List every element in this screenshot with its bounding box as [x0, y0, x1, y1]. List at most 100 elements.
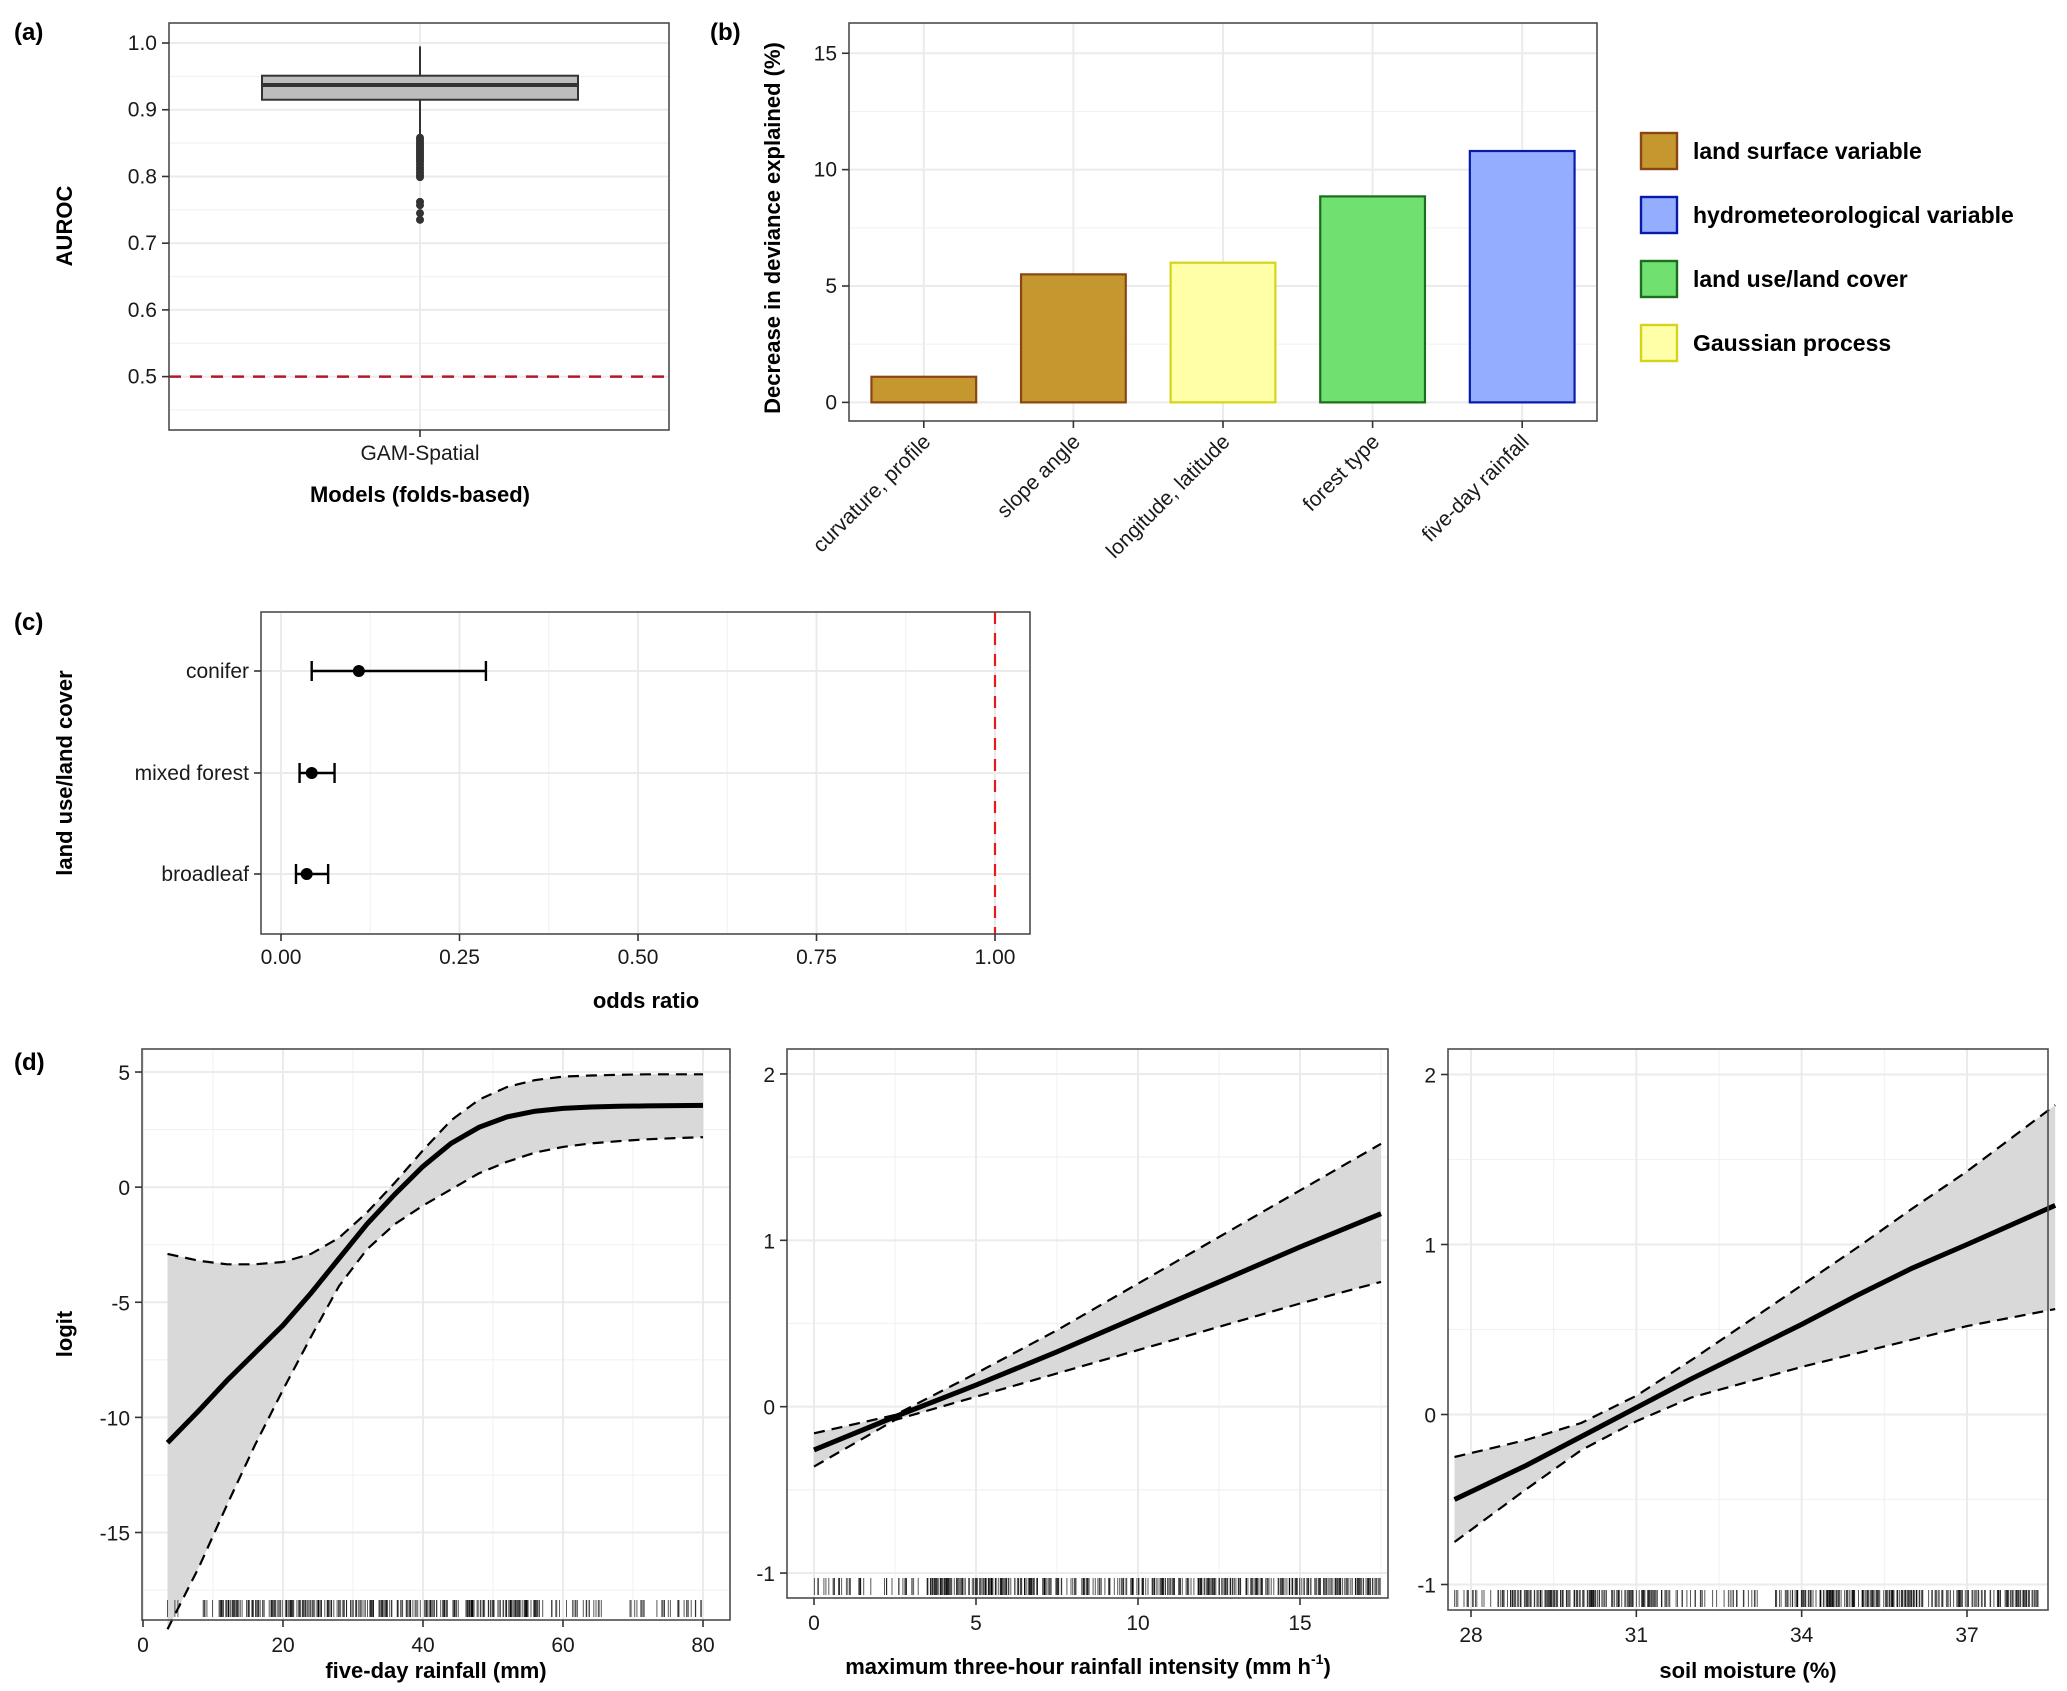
legend-label: land surface variable — [1693, 138, 1922, 164]
x-tick-label: five-day rainfall — [1418, 430, 1534, 546]
upper-ci-line — [813, 1142, 1382, 1435]
panel-b-bars — [870, 149, 1576, 404]
y-tick-label: 0 — [118, 1177, 130, 1200]
panel-d1-y-title: logit — [52, 1310, 77, 1357]
x-tick-label: 37 — [1955, 1624, 1978, 1647]
point-estimate — [305, 767, 318, 779]
y-tick-label: -10 — [100, 1407, 130, 1430]
box-iqr — [261, 74, 579, 101]
panel-tag-b: (b) — [710, 19, 741, 46]
y-tick-label: 5 — [825, 275, 837, 298]
panel-d2-frame — [786, 1048, 1389, 1599]
panel-c-x-title: odds ratio — [593, 988, 699, 1013]
legend-key — [1639, 195, 1679, 235]
x-tick-label: GAM-Spatial — [360, 442, 479, 465]
outlier-point — [416, 173, 424, 182]
y-tick-label: 0 — [1424, 1405, 1436, 1428]
y-tick-label: 1 — [1424, 1235, 1436, 1258]
panel-c-odds-ratio-plot: 0.00 0.25 0.50 0.75 1.00 conifer mixed forest b… — [52, 611, 1031, 1013]
x-tick-label: 1.00 — [975, 946, 1016, 969]
bar — [1019, 273, 1127, 404]
panel-d1-axes: 5 0 -5 -10 -15 0 20 40 60 80 — [100, 1062, 715, 1657]
bar — [1468, 149, 1576, 404]
x-tick-label: curvature, profile — [808, 430, 935, 557]
panel-d3-smooth-plot: 2 1 0 -1 28 31 34 37 soil moisture (%) — [1417, 1048, 2057, 1683]
panel-b-bar-chart: 0 5 10 15 curvature, profile slope angle longi… — [760, 22, 2014, 563]
panel-d3-axes: 2 1 0 -1 28 31 34 37 — [1417, 1065, 1978, 1648]
panel-d1-marks — [165, 1073, 704, 1630]
x-tick-label: 0.00 — [261, 946, 302, 969]
y-tick-label: 2 — [763, 1064, 775, 1087]
x-tick-label: 28 — [1459, 1624, 1482, 1647]
lower-ci-line — [1453, 1308, 2056, 1543]
panel-d2-smooth-plot: 210-10 5 10 15 maximum three-hour rainfall … — [756, 1048, 1389, 1679]
x-tick-label: forest type — [1299, 430, 1385, 516]
panel-c-y-title: land use/land cover — [52, 670, 77, 876]
x-tick-label: 15 — [1288, 1612, 1311, 1635]
confidence-ribbon — [1454, 1105, 2056, 1542]
panel-b-legend: land surface variable hydrometeorological… — [1639, 131, 2014, 363]
panel-d3-marks — [1453, 1104, 2057, 1607]
upper-ci-line — [167, 1073, 703, 1266]
x-tick-label: 0.25 — [439, 946, 480, 969]
outlier-point — [416, 209, 424, 218]
panel-a-boxplot: 0.5 0.6 0.7 0.8 0.9 1.0 GAM-Spatial AUROC Mode… — [52, 22, 670, 507]
panel-d2-marks — [813, 1142, 1382, 1595]
panel-d3-frame — [1447, 1048, 2049, 1611]
bar — [1169, 261, 1277, 404]
rug-plot — [1454, 1590, 2039, 1607]
y-tick-label: mixed forest — [135, 762, 250, 785]
panel-d1-x-title: five-day rainfall (mm) — [325, 1658, 546, 1683]
panel-tag-d: (d) — [14, 1049, 45, 1076]
panel-d2-x-title: maximum three-hour rainfall intensity (m… — [845, 1651, 1331, 1679]
panel-d1-gridlines — [142, 1049, 730, 1620]
x-tick-label: 34 — [1790, 1624, 1814, 1647]
panel-a-y-title: AUROC — [52, 186, 77, 267]
panel-d2-x-title-suffix: ) — [1323, 1654, 1330, 1679]
bar — [1319, 195, 1427, 404]
point-estimate — [352, 665, 365, 677]
x-tick-label: 31 — [1625, 1624, 1648, 1647]
y-tick-label: 5 — [118, 1062, 130, 1085]
x-tick-label: 40 — [411, 1634, 434, 1657]
y-tick-label: 1 — [763, 1230, 775, 1253]
panel-d1-frame — [141, 1048, 731, 1621]
outlier-point — [416, 201, 424, 210]
legend-key — [1639, 131, 1679, 171]
panel-c-axes: 0.00 0.25 0.50 0.75 1.00 conifer mixed forest b… — [135, 660, 1016, 969]
upper-ci-line — [1454, 1104, 2056, 1459]
bar — [870, 375, 978, 404]
fitted-smooth-line — [813, 1211, 1382, 1453]
legend-label: hydrometeorological variable — [1693, 202, 2014, 228]
fitted-smooth-line — [1453, 1203, 2057, 1502]
x-tick-label: 80 — [691, 1634, 714, 1657]
y-tick-label: 0 — [825, 391, 837, 414]
panel-d2-axes: 210-10 5 10 15 — [756, 1064, 1311, 1635]
y-tick-label: 0 — [763, 1397, 775, 1420]
panel-a-frame — [168, 22, 670, 431]
x-tick-label: 60 — [551, 1634, 574, 1657]
outlier-point — [416, 215, 424, 224]
x-tick-label: 5 — [970, 1612, 982, 1635]
fitted-smooth-line — [165, 1102, 704, 1445]
y-tick-label: 0.6 — [128, 299, 157, 322]
x-tick-label: 10 — [1126, 1612, 1149, 1635]
y-tick-label: -15 — [100, 1523, 130, 1546]
x-tick-label: 0 — [137, 1634, 149, 1657]
x-tick-label: 0.50 — [618, 946, 659, 969]
y-tick-label: -1 — [1417, 1575, 1436, 1598]
panel-b-y-title: Decrease in deviance explained (%) — [760, 42, 785, 414]
y-tick-label: 1.0 — [128, 32, 157, 55]
rug-plot — [813, 1578, 1381, 1595]
panel-a-marks — [169, 46, 669, 378]
x-tick-label: slope angle — [993, 430, 1085, 522]
y-tick-label: 15 — [814, 42, 837, 65]
panel-c-gridlines — [261, 612, 1030, 934]
panel-d2-x-title-main: maximum three-hour rainfall intensity (m… — [845, 1654, 1311, 1679]
panel-a-x-title: Models (folds-based) — [310, 482, 530, 507]
x-tick-label: 20 — [271, 1634, 294, 1657]
y-tick-label: 0.8 — [128, 165, 157, 188]
point-estimate — [300, 868, 313, 880]
panel-d1-smooth-plot: 5 0 -5 -10 -15 0 20 40 60 80 logit five-day rainf… — [52, 1048, 731, 1683]
